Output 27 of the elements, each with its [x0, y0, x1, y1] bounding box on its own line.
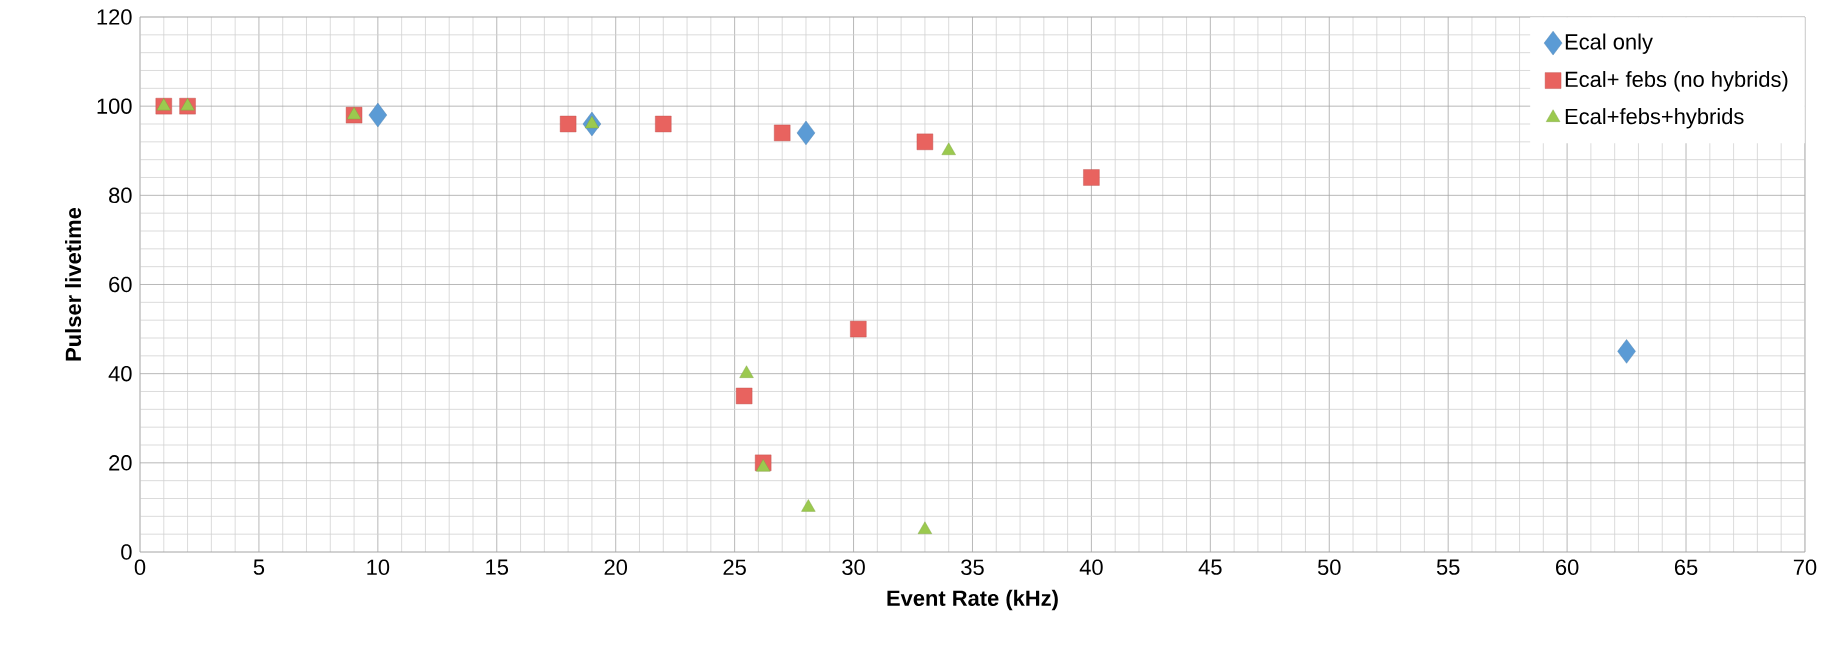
x-tick-label: 10 [367, 559, 390, 576]
x-tick-label: 65 [1674, 559, 1698, 576]
y-tick-label: 60 [109, 276, 132, 293]
x-tick-label: 70 [1793, 559, 1817, 576]
y-tick-label: 40 [108, 365, 132, 382]
legend-label: Ecal+ febs (no hybrids) [1565, 70, 1788, 92]
y-tick-label: 80 [109, 187, 132, 204]
x-tick-label: 30 [842, 559, 865, 576]
y-tick-label: 100 [97, 98, 132, 114]
x-tick-label: 0 [134, 559, 146, 576]
x-tick-label: 40 [1079, 559, 1103, 576]
y-tick-label: 120 [97, 9, 132, 25]
x-axis-title: Event Rate (kHz) [887, 589, 1058, 611]
x-tick-label: 20 [604, 559, 628, 576]
x-tick-label: 25 [723, 559, 746, 576]
x-tick-label: 35 [961, 559, 984, 576]
legend-label: Ecal only [1565, 33, 1653, 54]
x-tick-label: 50 [1317, 559, 1341, 576]
x-tick-label: 5 [253, 559, 265, 575]
y-axis-title: Pulser livetime [65, 207, 82, 361]
x-tick-label: 45 [1198, 559, 1222, 575]
legend-label: Ecal+febs+hybrids [1565, 108, 1744, 129]
x-tick-label: 15 [486, 559, 509, 575]
x-tick-label: 60 [1556, 559, 1579, 576]
y-tick-label: 20 [109, 455, 132, 471]
x-tick-label: 55 [1436, 559, 1460, 575]
y-tick-label: 0 [121, 544, 132, 560]
